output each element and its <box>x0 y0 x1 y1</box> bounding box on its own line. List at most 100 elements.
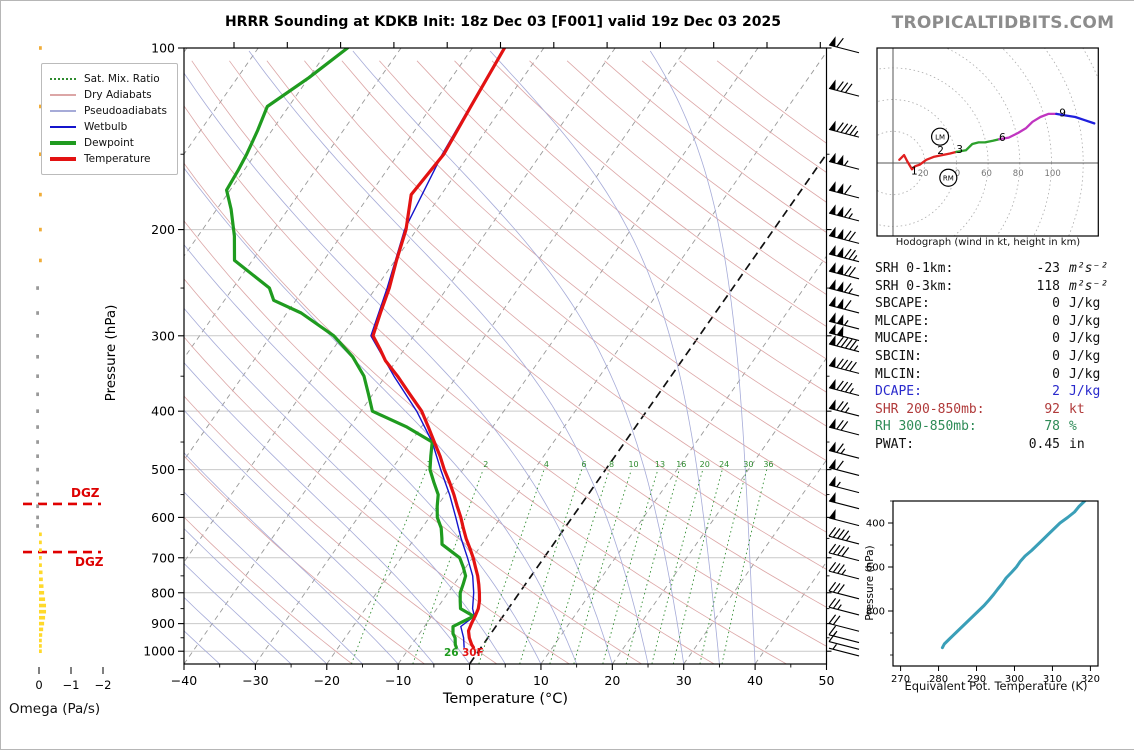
wind-barb-flag <box>829 357 836 367</box>
pressure-tick-label: 1000 <box>143 644 175 659</box>
mixing-ratio-label: 30 <box>743 460 753 469</box>
mixing-ratio-line <box>413 470 483 664</box>
wind-barb-full <box>844 300 851 309</box>
stat-label: SBCAPE: <box>875 296 930 311</box>
hodograph-ring-label: 20 <box>918 169 929 179</box>
omega-bar <box>39 628 43 632</box>
wind-barb-flag <box>829 296 836 306</box>
stat-unit: J/kg <box>1069 367 1127 382</box>
wind-barb-flag <box>829 442 836 452</box>
pressure-tick-label: 600 <box>151 510 175 525</box>
mixing-ratio-label: 2 <box>483 460 488 469</box>
thetae-y-tick-label: 400 <box>866 519 885 530</box>
legend-line-sample <box>50 126 76 128</box>
wind-barb-half <box>844 161 848 166</box>
legend-item-label: Pseudoadiabats <box>84 105 167 117</box>
stat-value: 2 <box>922 384 1060 399</box>
wind-barb-half <box>853 255 857 260</box>
surface-dewpoint-label: 26 <box>444 647 459 659</box>
temp-tick-label: 40 <box>747 673 763 688</box>
mixing-ratio-label: 24 <box>719 460 729 469</box>
wind-barb-flag <box>829 262 836 272</box>
omega-bar <box>39 597 45 601</box>
temp-tick-label: 20 <box>604 673 620 688</box>
stat-unit: J/kg <box>1069 384 1127 399</box>
pressure-tick-label: 500 <box>151 462 175 477</box>
omega-bar <box>39 46 42 50</box>
pressure-tick-label: 900 <box>151 616 175 631</box>
wind-barb-half <box>833 644 837 649</box>
hodograph-height-marker: 2 <box>937 145 944 157</box>
wind-barb-flag <box>829 279 836 289</box>
omega-bar <box>39 259 42 263</box>
omega-bar <box>39 571 43 575</box>
pseudoadiabat-line <box>490 51 719 664</box>
mixing-ratio-line <box>652 470 703 664</box>
mixing-ratio-line <box>550 470 610 664</box>
temp-tick-label: 10 <box>533 673 549 688</box>
isotherm-line <box>184 48 615 664</box>
omega-bar <box>39 604 46 608</box>
legend-line-sample <box>50 94 76 96</box>
pressure-tick-label: 200 <box>151 222 175 237</box>
mixing-ratio-label: 16 <box>676 460 686 469</box>
omega-bar <box>39 548 42 552</box>
stat-value: 0.45 <box>914 437 1060 452</box>
stat-value: 0 <box>930 331 1060 346</box>
hodograph-ring-label: 100 <box>1045 169 1061 179</box>
mixing-ratio-label: 36 <box>763 460 773 469</box>
legend-item: Dewpoint <box>50 135 167 151</box>
omega-tick-label: 0 <box>35 678 42 692</box>
pressure-tick-label: 700 <box>151 550 175 565</box>
temp-tick-label: 50 <box>819 673 835 688</box>
isotherm-line <box>470 48 901 664</box>
omega-bar <box>39 610 46 614</box>
hodograph-height-marker: 3 <box>956 144 963 156</box>
legend-item: Temperature <box>50 151 167 167</box>
wind-barb-flag <box>837 298 844 308</box>
wind-barb-half <box>846 536 850 541</box>
skewt-yaxis-label: Pressure (hPa) <box>103 305 119 402</box>
dry-adiabat-line <box>192 61 931 664</box>
omega-bar <box>39 639 42 643</box>
stat-label: SHR 200-850mb: <box>875 402 985 417</box>
stat-unit: J/kg <box>1069 349 1127 364</box>
omega-bar <box>36 286 39 290</box>
omega-bar <box>39 616 45 620</box>
stat-unit: m²s⁻² <box>1069 279 1127 294</box>
hodograph-trace-0-3 <box>899 152 956 169</box>
wind-barb-flag <box>829 121 836 131</box>
wind-barb-half <box>842 570 846 575</box>
omega-bar <box>39 622 44 626</box>
pressure-tick-label: 300 <box>151 328 175 343</box>
wind-barb-flag <box>829 245 836 255</box>
thetae-yaxis-label: Pressure (hPa) <box>864 545 876 620</box>
omega-bar <box>39 591 44 595</box>
omega-tick-label: −1 <box>63 678 80 692</box>
omega-bar <box>36 334 39 338</box>
wind-barb-flag <box>837 264 844 274</box>
wind-barb-flag <box>829 418 836 428</box>
temp-tick-label: −40 <box>171 673 197 688</box>
omega-bar <box>36 516 39 520</box>
stat-label: SBCIN: <box>875 349 922 364</box>
wind-barb-half <box>849 288 853 293</box>
mixing-ratio-line <box>626 470 679 664</box>
legend-item-label: Wetbulb <box>84 121 127 133</box>
wind-barb-flag <box>837 183 844 193</box>
stat-value: 0 <box>922 367 1060 382</box>
stat-unit: m²s⁻² <box>1069 261 1127 276</box>
hodograph-trace-6-9 <box>999 114 1056 139</box>
wind-barb-flag <box>837 247 844 257</box>
mixing-ratio-label: 13 <box>655 460 665 469</box>
omega-bar <box>39 533 42 537</box>
stat-unit: kt <box>1069 402 1127 417</box>
wind-barb-flag <box>829 492 836 502</box>
dgz-label-lower: DGZ <box>75 555 104 569</box>
